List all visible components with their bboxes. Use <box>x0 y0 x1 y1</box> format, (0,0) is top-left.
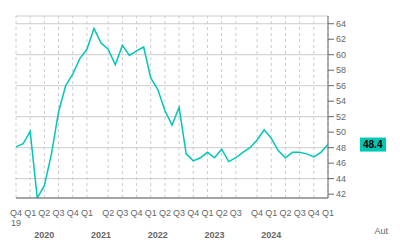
svg-text:50: 50 <box>336 127 346 137</box>
svg-text:48: 48 <box>336 143 346 153</box>
svg-text:64: 64 <box>336 19 346 29</box>
svg-text:52: 52 <box>336 112 346 122</box>
svg-text:42: 42 <box>336 189 346 199</box>
svg-text:2023: 2023 <box>205 230 225 240</box>
svg-text:54: 54 <box>336 96 346 106</box>
svg-text:Q4: Q4 <box>10 208 22 218</box>
svg-text:56: 56 <box>336 81 346 91</box>
svg-text:Q2: Q2 <box>102 208 114 218</box>
svg-text:Q3: Q3 <box>230 208 242 218</box>
svg-text:2020: 2020 <box>34 230 54 240</box>
html-text:Aut: Aut <box>374 226 388 236</box>
svg-text:Q2: Q2 <box>216 208 228 218</box>
svg-text:46: 46 <box>336 158 346 168</box>
svg-text:62: 62 <box>336 34 346 44</box>
svg-text:58: 58 <box>336 65 346 75</box>
svg-text:Q4: Q4 <box>308 208 320 218</box>
svg-text:19: 19 <box>11 218 21 228</box>
svg-text:Q2: Q2 <box>38 208 50 218</box>
svg-text:2024: 2024 <box>261 230 281 240</box>
svg-text:Q4: Q4 <box>131 208 143 218</box>
svg-text:Q3: Q3 <box>53 208 65 218</box>
svg-text:Q3: Q3 <box>116 208 128 218</box>
svg-text:Q1: Q1 <box>322 208 334 218</box>
svg-text:Q1: Q1 <box>265 208 277 218</box>
svg-text:Q3: Q3 <box>173 208 185 218</box>
svg-text:Q1: Q1 <box>145 208 157 218</box>
svg-text:2022: 2022 <box>148 230 168 240</box>
svg-text:Q1: Q1 <box>81 208 93 218</box>
svg-text:Q2: Q2 <box>159 208 171 218</box>
svg-text:Q4: Q4 <box>251 208 263 218</box>
svg-text:60: 60 <box>336 50 346 60</box>
svg-text:Q1: Q1 <box>24 208 36 218</box>
svg-text:Q1: Q1 <box>201 208 213 218</box>
svg-text:2021: 2021 <box>91 230 111 240</box>
svg-text:44: 44 <box>336 174 346 184</box>
svg-text:Q4: Q4 <box>187 208 199 218</box>
svg-text:Q3: Q3 <box>294 208 306 218</box>
svg-text:48.4: 48.4 <box>363 139 383 150</box>
svg-text:Q4: Q4 <box>67 208 79 218</box>
svg-text:Q2: Q2 <box>279 208 291 218</box>
